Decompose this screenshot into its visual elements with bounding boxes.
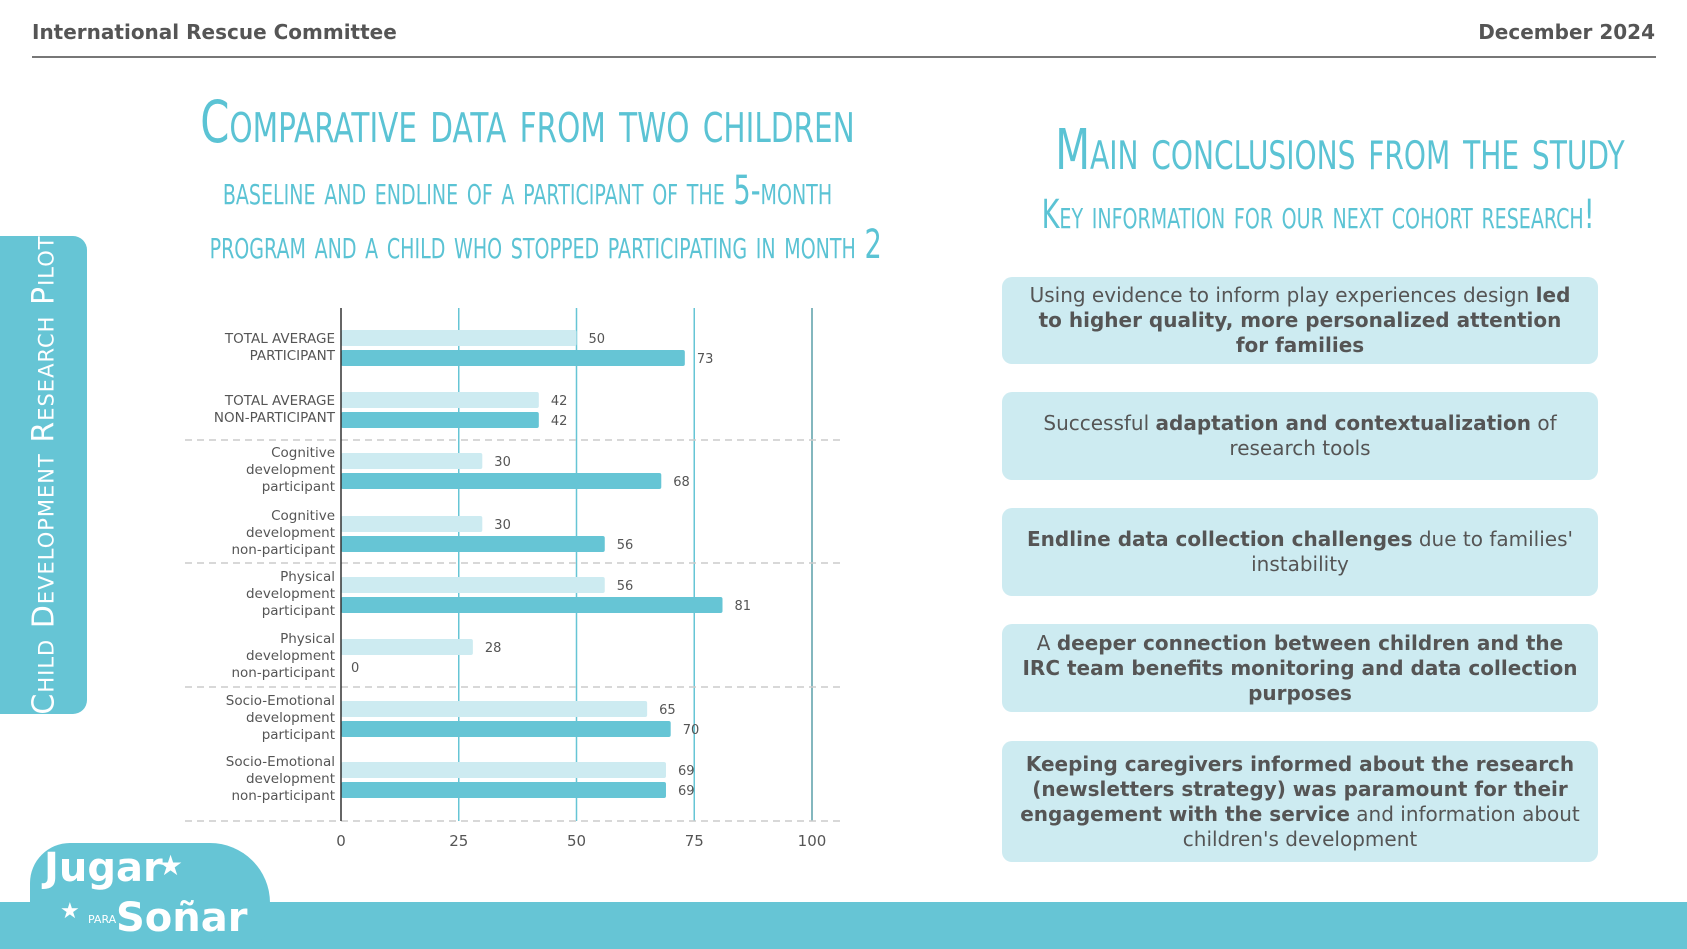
conclusion-text: Successful — [1043, 411, 1156, 435]
data-label: 30 — [494, 518, 511, 533]
category-label: Cognitive development participant — [245, 445, 335, 495]
conclusion-text: Keeping caregivers informed about the re… — [1020, 751, 1575, 826]
conclusion-box: A deeper connection between children and… — [1002, 624, 1598, 712]
chart-subtitle-line2: program and a child who stopped particip… — [209, 222, 882, 268]
conclusion-text: A — [1036, 630, 1057, 655]
data-label: 70 — [683, 723, 700, 738]
x-tick-label: 100 — [798, 832, 827, 850]
data-label: 0 — [351, 661, 359, 676]
category-label: TOTAL AVERAGE PARTICIPANT — [224, 331, 335, 364]
star-icon: ★ — [158, 849, 184, 882]
data-label: 73 — [697, 352, 714, 367]
bar — [341, 516, 483, 532]
data-label: 42 — [551, 394, 568, 409]
category-label: TOTAL AVERAGE NON-PARTICIPANT — [213, 393, 335, 426]
logo-text-para: PARA — [88, 913, 117, 926]
bar — [341, 453, 483, 469]
chart-subtitle-line1: baseline and endline of a participant of… — [222, 168, 833, 214]
conclusion-box: Successful adaptation and contextualizat… — [1002, 392, 1598, 480]
chart-subtitle: baseline and endline of a participant of… — [209, 164, 882, 272]
bar — [341, 330, 577, 346]
bar — [341, 782, 666, 798]
conclusion-box: Endline data collection challenges due t… — [1002, 508, 1598, 596]
bar — [341, 701, 648, 717]
jugar-para-sonar-logo: Jugar ★ ★ PARA Soñar — [30, 843, 270, 943]
x-tick-label: 75 — [685, 832, 704, 850]
category-label: Physical development participant — [245, 569, 335, 619]
logo-text-jugar: Jugar — [44, 845, 163, 891]
data-label: 68 — [673, 475, 690, 490]
conclusions-title: Main conclusions from the study — [1055, 118, 1625, 183]
bar — [341, 639, 473, 655]
header-divider — [32, 56, 1656, 58]
x-tick-label: 0 — [336, 832, 346, 850]
bar — [341, 536, 605, 552]
x-tick-label: 50 — [567, 832, 586, 850]
data-label: 65 — [659, 703, 676, 718]
bar — [341, 473, 662, 489]
data-label: 69 — [678, 764, 695, 779]
category-label: Socio-Emotional development non-particip… — [225, 754, 335, 804]
category-label: Cognitive development non-participant — [231, 508, 335, 558]
organization-name: International Rescue Committee — [32, 20, 397, 44]
x-tick-label: 25 — [449, 832, 468, 850]
data-label: 69 — [678, 784, 695, 799]
conclusion-box: Using evidence to inform play experience… — [1002, 277, 1598, 364]
report-date: December 2024 — [1478, 20, 1655, 44]
data-label: 56 — [617, 579, 634, 594]
data-label: 50 — [589, 332, 606, 347]
conclusion-box: Keeping caregivers informed about the re… — [1002, 741, 1598, 862]
bar — [341, 412, 539, 428]
star-icon: ★ — [60, 899, 80, 924]
data-label: 81 — [735, 599, 752, 614]
conclusions-subtitle: Key information for our next cohort rese… — [1041, 192, 1595, 238]
conclusion-text: Using evidence to inform play experience… — [1029, 283, 1536, 307]
chart-title: Comparative data from two children — [200, 88, 855, 156]
side-tab: Child Development Research Pilot — [0, 235, 87, 715]
conclusion-text: adaptation and contextualization — [1155, 411, 1531, 435]
bar — [341, 350, 685, 366]
data-label: 30 — [494, 455, 511, 470]
data-label: 56 — [617, 538, 634, 553]
bar — [341, 721, 671, 737]
conclusion-text: led to higher quality, more personalized… — [1038, 283, 1571, 357]
footer-band — [0, 902, 1687, 949]
logo-text-sonar: Soñar — [116, 895, 248, 941]
bar — [341, 577, 605, 593]
bar — [341, 762, 666, 778]
bar — [341, 597, 723, 613]
data-label: 42 — [551, 414, 568, 429]
data-label: 28 — [485, 641, 502, 656]
category-label: Physical development non-participant — [231, 631, 335, 681]
conclusion-text: of research tools — [1229, 411, 1557, 460]
conclusion-text: and information about children's develop… — [1182, 801, 1580, 851]
category-label: Socio-Emotional development participant — [225, 693, 335, 743]
bar — [341, 392, 539, 408]
conclusion-text: deeper connection between children and t… — [1022, 630, 1578, 705]
conclusion-text: due to families' instability — [1251, 527, 1573, 576]
conclusion-text: Endline data collection challenges — [1027, 527, 1413, 551]
